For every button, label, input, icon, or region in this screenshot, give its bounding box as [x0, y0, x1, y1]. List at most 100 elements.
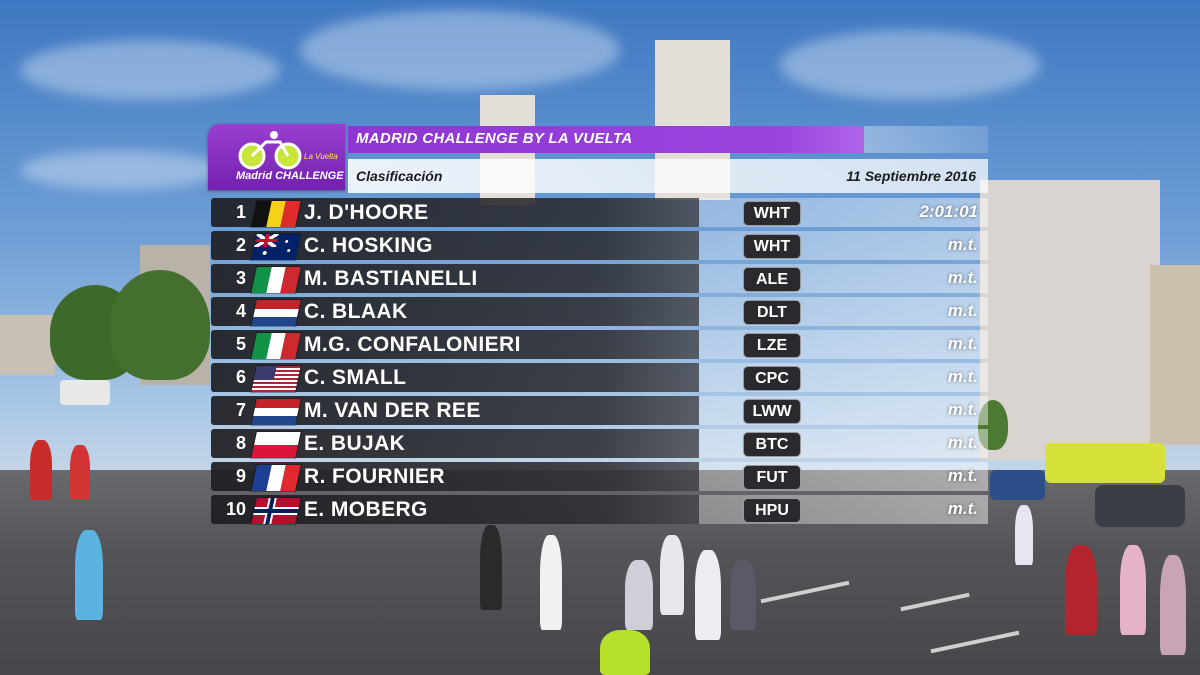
title-bar: MADRID CHALLENGE BY LA VUELTA [348, 126, 864, 153]
result-row: 2 C. HOSKING WHT m.t. [211, 231, 988, 261]
result-row: 1 J. D'HOORE WHT 2:01:01 [211, 198, 988, 228]
team-code-badge: BTC [743, 432, 801, 457]
netherlands-flag-icon [250, 299, 302, 327]
logo-subtitle: La Vuelta [304, 152, 338, 161]
rider-name: E. MOBERG [304, 498, 428, 521]
team-code-badge: HPU [743, 498, 801, 523]
finish-time: m.t. [947, 400, 978, 419]
car [60, 380, 110, 405]
rank-position: 4 [235, 301, 246, 321]
finish-time: m.t. [947, 301, 978, 320]
team-code-badge: ALE [743, 267, 801, 292]
team-code-badge: DLT [743, 300, 801, 325]
tree [978, 400, 1008, 450]
cyclist [480, 525, 502, 610]
palace-building [980, 180, 1160, 460]
cyclist [1120, 545, 1146, 635]
cloud [780, 30, 1040, 100]
finish-time: m.t. [947, 499, 978, 518]
rider-name: C. HOSKING [304, 234, 433, 257]
cyclist [625, 560, 653, 630]
cyclist [1015, 505, 1033, 565]
pedestrian [75, 530, 103, 620]
rider-name: J. D'HOORE [304, 201, 429, 224]
usa-flag-icon [250, 365, 302, 393]
gate-building [0, 315, 55, 375]
cyclist-logo-icon [238, 131, 302, 170]
race-date: 11 Septiembre 2016 [846, 168, 976, 184]
cyclist [695, 550, 721, 640]
poland-flag-icon [250, 431, 302, 459]
netherlands-flag-icon [250, 398, 302, 426]
result-row: 5 M.G. CONFALONIERI LZE m.t. [211, 330, 988, 360]
rank-position: 5 [235, 334, 246, 354]
cyclist [1065, 545, 1097, 635]
team-code-badge: CPC [743, 366, 801, 391]
rank-position: 6 [235, 367, 246, 387]
spectator [30, 440, 52, 500]
cyclist [600, 630, 650, 675]
logo-brand-text: Madrid CHALLENGE [236, 170, 344, 182]
cyclist [1160, 555, 1186, 655]
rank-position: 1 [235, 202, 246, 222]
belgium-flag-icon [250, 200, 302, 228]
team-code-badge: WHT [743, 201, 801, 226]
result-row: 8 E. BUJAK BTC m.t. [211, 429, 988, 459]
result-row: 4 C. BLAAK DLT m.t. [211, 297, 988, 327]
italy-flag-icon [250, 266, 302, 294]
classification-label: Clasificación [356, 168, 443, 184]
rank-position: 2 [235, 235, 246, 255]
result-row: 7 M. VAN DER REE LWW m.t. [211, 396, 988, 426]
rank-position: 10 [225, 499, 246, 519]
rider-name: M. BASTIANELLI [304, 267, 478, 290]
australia-flag-icon [250, 233, 302, 261]
rider-name: M.G. CONFALONIERI [304, 333, 521, 356]
result-row: 9 R. FOURNIER FUT m.t. [211, 462, 988, 492]
subtitle-bar: Clasificación 11 Septiembre 2016 [348, 159, 988, 193]
finish-time: m.t. [947, 235, 978, 254]
finish-time: m.t. [947, 466, 978, 485]
results-table: 1 J. D'HOORE WHT 2:01:01 2 C. HOSKING WHT m.t. 3… [211, 198, 988, 528]
car [990, 470, 1045, 500]
team-code-badge: WHT [743, 234, 801, 259]
cloud [20, 150, 220, 190]
cyclist [540, 535, 562, 630]
rider-name: E. BUJAK [304, 432, 406, 455]
finish-time: 2:01:01 [919, 202, 978, 221]
france-flag-icon [250, 464, 302, 492]
car [1095, 485, 1185, 527]
norway-flag-icon [250, 497, 302, 525]
madrid-challenge-logo: La Vuelta Madrid CHALLENGE [208, 124, 345, 190]
cyclist [660, 535, 684, 615]
rider-name: M. VAN DER REE [304, 399, 481, 422]
finish-time: m.t. [947, 334, 978, 353]
italy-flag-icon [250, 332, 302, 360]
rider-name: C. BLAAK [304, 300, 408, 323]
cloud [300, 10, 620, 90]
team-code-badge: LWW [743, 399, 801, 424]
finish-time: m.t. [947, 433, 978, 452]
team-code-badge: LZE [743, 333, 801, 358]
result-row: 10 E. MOBERG HPU m.t. [211, 495, 988, 525]
rider-name: C. SMALL [304, 366, 407, 389]
page-title: MADRID CHALLENGE BY LA VUELTA [356, 130, 633, 147]
result-row: 6 C. SMALL CPC m.t. [211, 363, 988, 393]
rank-position: 7 [235, 400, 246, 420]
finish-time: m.t. [947, 367, 978, 386]
side-building [1150, 265, 1200, 445]
tree [110, 270, 210, 380]
rank-position: 8 [235, 433, 246, 453]
title-bar-extension [864, 126, 988, 153]
rider-name: R. FOURNIER [304, 465, 445, 488]
cloud [20, 40, 280, 100]
cyclist [730, 560, 756, 630]
spectator [70, 445, 90, 500]
team-code-badge: FUT [743, 465, 801, 490]
ambulance-van [1045, 443, 1165, 483]
rank-position: 3 [235, 268, 246, 288]
finish-time: m.t. [947, 268, 978, 287]
rank-position: 9 [235, 466, 246, 486]
result-row: 3 M. BASTIANELLI ALE m.t. [211, 264, 988, 294]
